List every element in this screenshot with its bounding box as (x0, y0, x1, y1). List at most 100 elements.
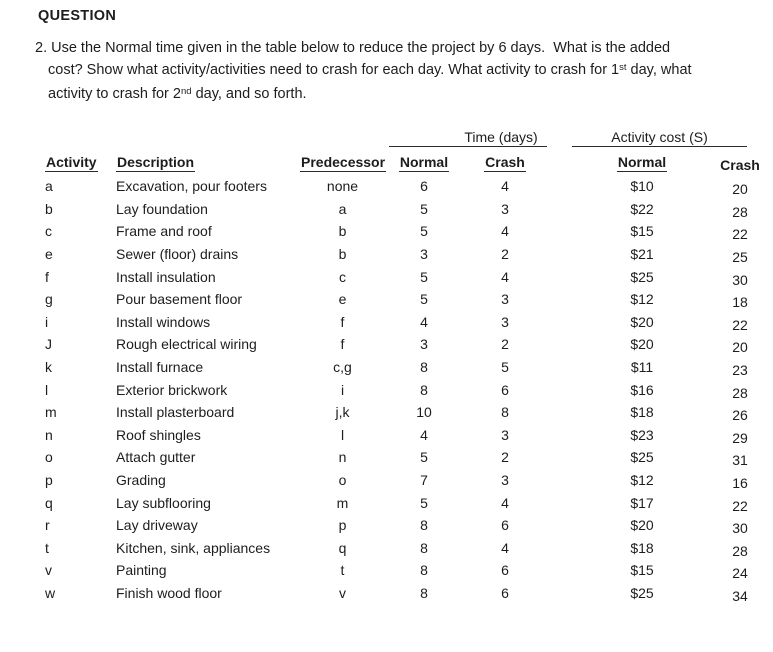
cell-activity: l (45, 381, 49, 398)
cell-normal-cost: $20 (630, 517, 654, 534)
cell-normal-time: 8 (420, 359, 428, 376)
cell-predecessor: n (338, 449, 347, 466)
cell-activity: o (45, 449, 53, 466)
cell-crash-cost: 30 (732, 520, 748, 537)
cell-crash-cost: 28 (732, 542, 748, 559)
cell-normal-time: 5 (420, 200, 428, 217)
question-text: day, what (626, 62, 692, 78)
table-row: b Lay foundation a 5 3 $22 28 (45, 198, 768, 221)
cell-crash-cost: 34 (732, 587, 748, 604)
cell-predecessor: f (340, 313, 345, 330)
cell-activity: b (45, 200, 53, 217)
cell-normal-cost: $18 (630, 404, 654, 421)
table-row: o Attach gutter n 5 2 $25 31 (45, 446, 768, 469)
column-header-normal-cost: Normal (616, 153, 668, 172)
cell-activity: q (45, 494, 53, 511)
cell-crash-cost: 30 (732, 271, 748, 288)
column-header-normal-time: Normal (398, 153, 450, 172)
table-header-row: Activity Description Predecessor Normal … (45, 148, 768, 175)
cell-crash-cost: 24 (732, 565, 748, 582)
cell-predecessor: m (336, 494, 349, 511)
cell-description: Frame and roof (116, 223, 212, 240)
cell-description: Roof shingles (116, 426, 201, 443)
cell-normal-time: 5 (420, 449, 428, 466)
cell-crash-time: 3 (501, 472, 509, 489)
time-group-label: Time (days) (464, 128, 538, 145)
cell-normal-time: 5 (420, 291, 428, 308)
cell-normal-cost: $22 (630, 200, 654, 217)
cell-crash-time: 6 (501, 381, 509, 398)
cell-crash-time: 2 (501, 246, 509, 263)
cell-crash-time: 6 (501, 517, 509, 534)
cell-description: Install plasterboard (116, 404, 235, 421)
cell-crash-cost: 18 (732, 294, 748, 311)
cell-description: Sewer (floor) drains (116, 246, 239, 263)
cell-activity: p (45, 472, 53, 489)
cell-activity: i (45, 313, 49, 330)
table-row: e Sewer (floor) drains b 3 2 $21 25 (45, 243, 768, 266)
cell-normal-time: 3 (420, 336, 428, 353)
time-group-rule: Time (days) (389, 128, 548, 147)
cell-normal-cost: $10 (630, 178, 654, 195)
cell-normal-time: 5 (420, 268, 428, 285)
cell-normal-cost: $12 (630, 291, 654, 308)
cell-crash-time: 4 (501, 494, 509, 511)
cell-crash-time: 6 (501, 584, 509, 601)
cell-normal-time: 8 (420, 539, 428, 556)
cell-normal-time: 5 (420, 494, 428, 511)
cell-description: Grading (116, 472, 166, 489)
cell-predecessor: l (340, 426, 345, 443)
cell-crash-time: 2 (501, 449, 509, 466)
table-row: v Painting t 8 6 $15 24 (45, 559, 768, 582)
cell-crash-cost: 25 (732, 249, 748, 266)
cell-description: Exterior brickwork (116, 381, 228, 398)
cell-crash-cost: 20 (732, 181, 748, 198)
cell-description: Rough electrical wiring (116, 336, 257, 353)
cell-predecessor: b (338, 246, 347, 263)
cell-crash-time: 4 (501, 178, 509, 195)
column-header-crash-time: Crash (484, 153, 526, 172)
cell-normal-cost: $17 (630, 494, 654, 511)
activity-table-container: Time (days) Activity cost (S) Activity D… (45, 127, 768, 604)
cell-crash-cost: 29 (732, 429, 748, 446)
cell-activity: k (45, 359, 52, 376)
cell-crash-time: 3 (501, 291, 509, 308)
cell-predecessor: f (340, 336, 345, 353)
cell-normal-cost: $20 (630, 313, 654, 330)
ordinal-superscript: st (619, 61, 627, 73)
cell-predecessor: i (340, 381, 345, 398)
cell-description: Painting (116, 562, 167, 579)
cell-activity: w (45, 584, 56, 601)
cell-crash-cost: 22 (732, 497, 748, 514)
cell-crash-time: 4 (501, 223, 509, 240)
table-row: p Grading o 7 3 $12 16 (45, 469, 768, 492)
table-group-header-row: Time (days) Activity cost (S) (45, 127, 768, 148)
cell-activity: g (45, 291, 53, 308)
table-row: i Install windows f 4 3 $20 22 (45, 311, 768, 334)
question-text: activity to crash for 2 (48, 86, 181, 102)
cell-predecessor: j,k (335, 404, 350, 421)
column-header-activity: Activity (45, 153, 98, 172)
cell-normal-time: 8 (420, 562, 428, 579)
cell-description: Install insulation (116, 268, 216, 285)
cell-description: Lay foundation (116, 200, 208, 217)
cell-description: Lay driveway (116, 517, 198, 534)
question-text: cost? Show what activity/activities need… (48, 62, 620, 78)
cell-predecessor: e (338, 291, 347, 308)
cell-activity: c (45, 223, 52, 240)
cell-description: Install furnace (116, 359, 204, 376)
cell-activity: a (45, 178, 53, 195)
table-row: J Rough electrical wiring f 3 2 $20 20 (45, 333, 768, 356)
cell-activity: v (45, 562, 52, 579)
cell-normal-time: 8 (420, 517, 428, 534)
table-row: r Lay driveway p 8 6 $20 30 (45, 514, 768, 537)
cell-normal-time: 8 (420, 584, 428, 601)
cell-predecessor: b (338, 223, 347, 240)
page-title: QUESTION (38, 8, 117, 24)
cell-normal-cost: $12 (630, 472, 654, 489)
cell-predecessor: c (339, 268, 346, 285)
table-row: a Excavation, pour footers none 6 4 $10 … (45, 175, 768, 198)
cell-description: Excavation, pour footers (116, 178, 267, 195)
cell-crash-cost: 20 (732, 339, 748, 356)
table-row: t Kitchen, sink, appliances q 8 4 $18 28 (45, 537, 768, 560)
